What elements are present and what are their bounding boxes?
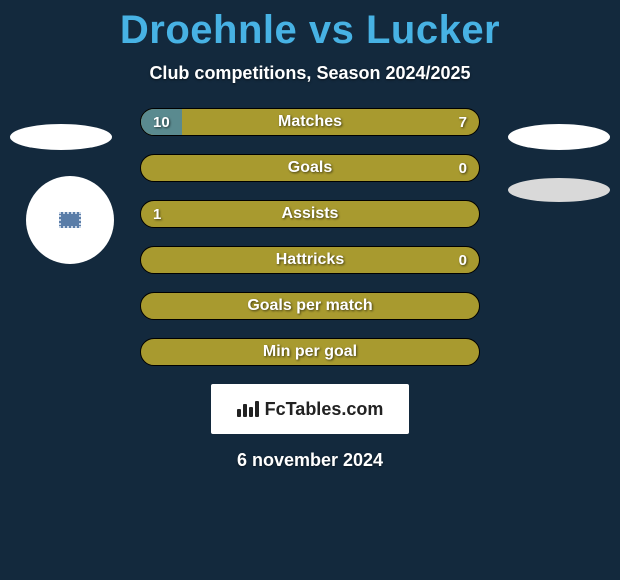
player-right-avatar-slot-2	[508, 178, 610, 202]
stat-label: Assists	[141, 201, 479, 227]
stat-row-hattricks: Hattricks 0	[140, 246, 480, 274]
stat-right-value: 0	[459, 155, 467, 181]
stats-panel: 10 Matches 7 Goals 0 1 Assists Hattricks…	[140, 108, 480, 366]
stat-label: Matches	[141, 109, 479, 135]
player-left-avatar-slot	[10, 124, 112, 150]
page-subtitle: Club competitions, Season 2024/2025	[0, 63, 620, 84]
stat-row-goals-per-match: Goals per match	[140, 292, 480, 320]
stat-label: Goals	[141, 155, 479, 181]
stat-row-goals: Goals 0	[140, 154, 480, 182]
date-label: 6 november 2024	[0, 450, 620, 471]
stat-row-assists: 1 Assists	[140, 200, 480, 228]
brand-text: FcTables.com	[265, 399, 384, 420]
bars-chart-icon	[237, 401, 259, 417]
stat-label: Hattricks	[141, 247, 479, 273]
stat-label: Min per goal	[141, 339, 479, 365]
stat-row-min-per-goal: Min per goal	[140, 338, 480, 366]
player-left-club-avatar	[26, 176, 114, 264]
stat-label: Goals per match	[141, 293, 479, 319]
stat-row-matches: 10 Matches 7	[140, 108, 480, 136]
stat-right-value: 0	[459, 247, 467, 273]
stat-right-value: 7	[459, 109, 467, 135]
brand-badge: FcTables.com	[211, 384, 409, 434]
club-flag-icon	[59, 212, 81, 228]
page-title: Droehnle vs Lucker	[0, 0, 620, 53]
player-right-avatar-slot	[508, 124, 610, 150]
